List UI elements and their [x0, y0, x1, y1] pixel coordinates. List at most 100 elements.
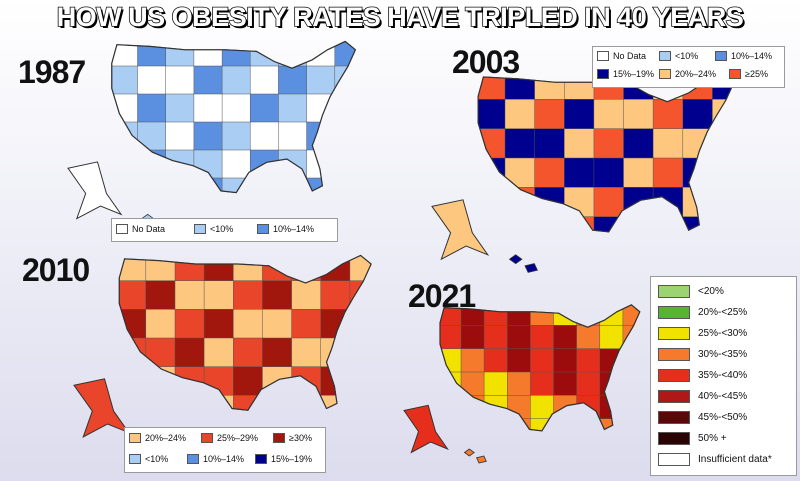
map-1987 [67, 40, 357, 232]
state-region [119, 395, 147, 411]
state-region [249, 121, 280, 151]
legend-label: No Data [132, 224, 166, 234]
state-region [534, 216, 565, 232]
headline: HOW US OBESITY RATES HAVE TRIPLED IN 40 … [56, 1, 745, 33]
state-region [576, 371, 601, 397]
state-region [145, 366, 176, 397]
legend-label: 10%–14% [731, 51, 773, 61]
alaska [431, 199, 490, 261]
state-region [221, 149, 252, 179]
state-region [623, 187, 654, 218]
legend-label: 20%–24% [675, 69, 717, 79]
hawaii [524, 263, 538, 273]
state-region [682, 157, 714, 189]
state-region [111, 93, 139, 123]
legend-label: ≥30% [289, 433, 312, 443]
state-region [203, 366, 234, 397]
legend-swatch [658, 285, 690, 298]
state-region [349, 366, 372, 397]
state-region [652, 187, 684, 218]
legend-item: 15%–19% [597, 69, 654, 79]
state-region [712, 216, 734, 232]
state-region [712, 187, 734, 218]
legend-item: ≥25% [729, 69, 768, 79]
state-region [564, 157, 595, 189]
state-region [334, 177, 356, 193]
legend-swatch [729, 69, 741, 79]
state-region [576, 418, 601, 431]
state-region [483, 325, 508, 350]
legend-item: No Data [597, 51, 646, 61]
state-region [534, 73, 565, 101]
state-region [165, 93, 195, 123]
legend-item: <20% [658, 285, 724, 298]
legend-item: <10% [129, 454, 168, 464]
state-region [262, 280, 293, 311]
state-region [534, 187, 565, 218]
state-region [262, 309, 293, 339]
state-region [576, 304, 601, 327]
state-region [306, 41, 336, 67]
year-label-2003: 2003 [452, 44, 520, 80]
legend-label: ≥25% [745, 69, 768, 79]
legend-item: No Data [116, 224, 165, 234]
state-region [712, 157, 734, 189]
state-region [233, 309, 264, 339]
state-region [221, 41, 252, 67]
state-region [564, 99, 595, 130]
state-region [174, 255, 205, 282]
state-region [137, 41, 167, 67]
legend-label: 25%–29% [217, 433, 259, 443]
state-region [483, 304, 508, 327]
state-region [564, 73, 595, 101]
state-region [349, 395, 372, 411]
legend-item: 40%-<45% [658, 390, 747, 403]
state-region [291, 255, 322, 282]
state-region [349, 337, 372, 368]
state-region [165, 41, 195, 67]
state-region [564, 128, 595, 159]
state-region [137, 93, 167, 123]
state-region [203, 280, 234, 311]
state-region [165, 121, 195, 151]
legend-swatch [129, 433, 141, 443]
state-region [440, 395, 462, 420]
state-region [440, 418, 462, 431]
state-region [145, 309, 176, 339]
state-region [622, 418, 640, 431]
state-region [334, 93, 356, 123]
state-region [593, 157, 625, 189]
state-region [221, 93, 252, 123]
legend-label: 40%-<45% [698, 391, 748, 402]
year-label-1987: 1987 [18, 54, 86, 90]
legend-label: 20%–24% [145, 433, 187, 443]
state-region [460, 371, 485, 397]
state-region [553, 371, 578, 397]
state-region [460, 418, 485, 431]
state-region [165, 149, 195, 179]
state-region [460, 325, 485, 350]
state-region [291, 395, 322, 411]
state-region [111, 177, 139, 193]
state-region [137, 177, 167, 193]
legend-1987: No Data <10% 10%–14% [111, 218, 338, 242]
state-region [440, 304, 462, 327]
state-region [576, 395, 601, 420]
state-region [593, 128, 625, 159]
state-region [478, 216, 506, 232]
year-label-2021: 2021 [408, 278, 476, 314]
legend-swatch [116, 224, 128, 234]
legend-label: <10% [675, 51, 699, 61]
state-region [221, 121, 252, 151]
state-region [349, 309, 372, 339]
map-2021 [403, 304, 641, 464]
legend-swatch [658, 390, 690, 403]
state-region [652, 216, 684, 232]
hawaii [463, 448, 475, 457]
state-region [507, 325, 532, 350]
state-region [145, 280, 176, 311]
state-region [534, 99, 565, 130]
state-region [334, 149, 356, 179]
state-region [306, 65, 336, 95]
legend-item: 20%–24% [129, 433, 186, 443]
